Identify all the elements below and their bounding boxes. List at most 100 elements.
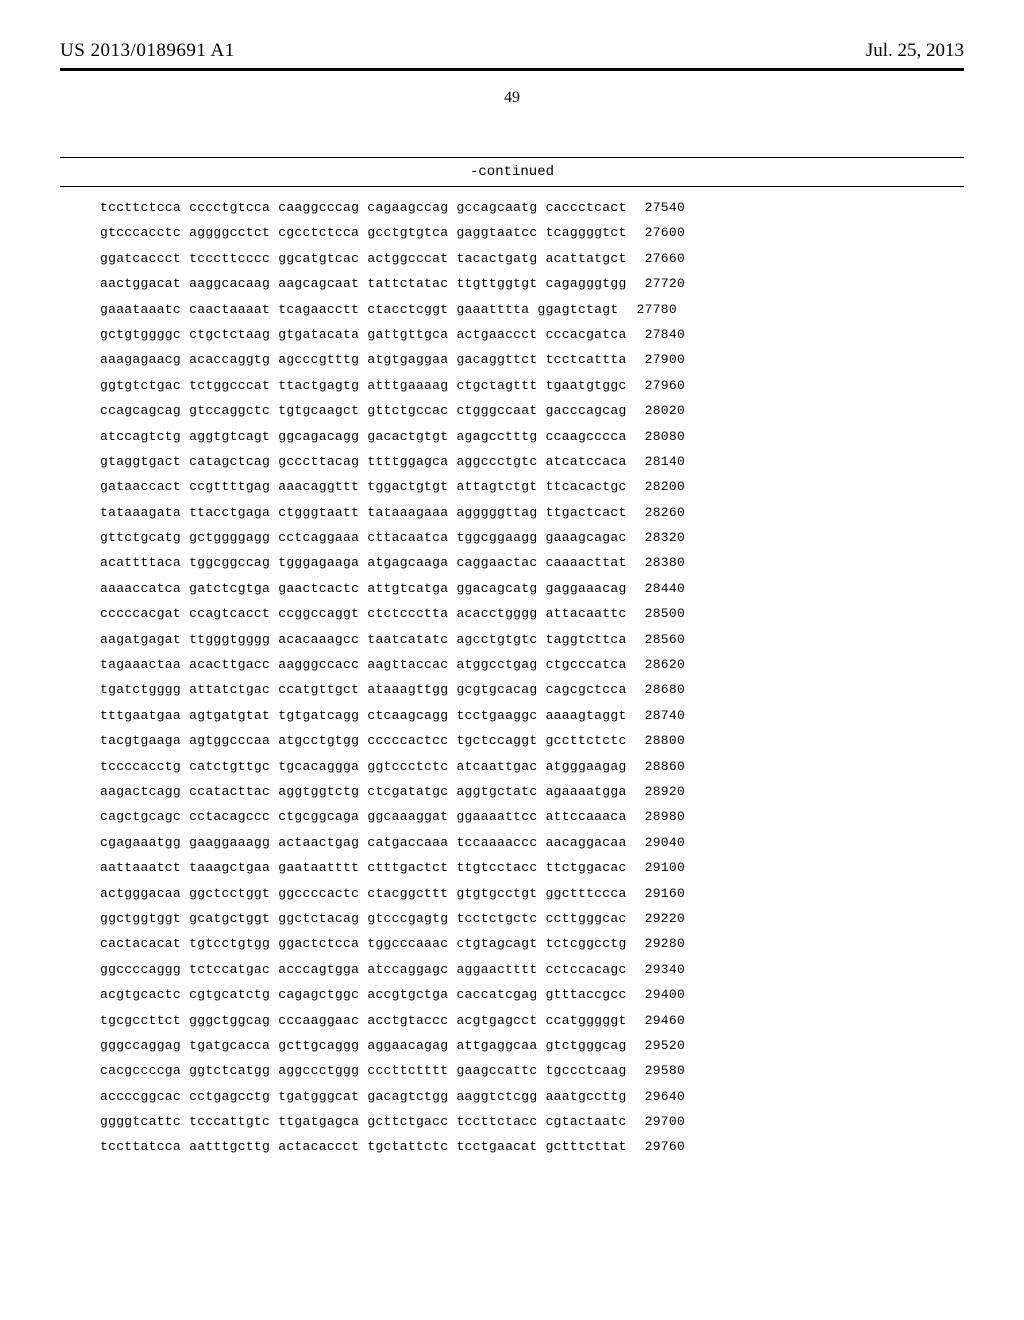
sequence-position: 29460 <box>645 1014 686 1027</box>
sequence-row: gataaccact ccgttttgag aaacaggttt tggactg… <box>100 480 964 493</box>
sequence-position: 27960 <box>645 379 686 392</box>
sequence-row: accccggcac cctgagcctg tgatgggcat gacagtc… <box>100 1090 964 1103</box>
sequence-groups: cagctgcagc cctacagccc ctgcggcaga ggcaaag… <box>100 810 627 823</box>
sequence-groups: cactacacat tgtcctgtgg ggactctcca tggccca… <box>100 937 627 950</box>
sequence-groups: tccttctcca cccctgtcca caaggcccag cagaagc… <box>100 201 627 214</box>
sequence-groups: tgcgccttct gggctggcag cccaaggaac acctgta… <box>100 1014 627 1027</box>
sequence-position: 28800 <box>645 734 686 747</box>
sequence-groups: gttctgcatg gctggggagg cctcaggaaa cttacaa… <box>100 531 627 544</box>
sequence-groups: tacgtgaaga agtggcccaa atgcctgtgg cccccac… <box>100 734 627 747</box>
sequence-groups: cgagaaatgg gaaggaaagg actaactgag catgacc… <box>100 836 627 849</box>
sequence-groups: aagatgagat ttgggtgggg acacaaagcc taatcat… <box>100 633 627 646</box>
sequence-groups: gataaccact ccgttttgag aaacaggttt tggactg… <box>100 480 627 493</box>
sequence-groups: aaaaccatca gatctcgtga gaactcactc attgtca… <box>100 582 627 595</box>
sequence-position: 28740 <box>645 709 686 722</box>
sequence-row: tacgtgaaga agtggcccaa atgcctgtgg cccccac… <box>100 734 964 747</box>
sequence-groups: ggggtcattc tcccattgtc ttgatgagca gcttctg… <box>100 1115 627 1128</box>
sequence-position: 28560 <box>645 633 686 646</box>
sequence-row: gtaggtgact catagctcag gcccttacag ttttgga… <box>100 455 964 468</box>
sequence-row: ggatcaccct tcccttcccc ggcatgtcac actggcc… <box>100 252 964 265</box>
publication-date: Jul. 25, 2013 <box>866 40 964 62</box>
sequence-position: 29640 <box>645 1090 686 1103</box>
sequence-position: 28620 <box>645 658 686 671</box>
sequence-groups: gtaggtgact catagctcag gcccttacag ttttgga… <box>100 455 627 468</box>
header-rule <box>60 68 964 71</box>
sequence-row: acattttaca tggcggccag tgggagaaga atgagca… <box>100 556 964 569</box>
sequence-position: 29220 <box>645 912 686 925</box>
sequence-groups: tagaaactaa acacttgacc aagggccacc aagttac… <box>100 658 627 671</box>
sequence-row: cgagaaatgg gaaggaaagg actaactgag catgacc… <box>100 836 964 849</box>
sequence-position: 28920 <box>645 785 686 798</box>
sequence-groups: gtcccacctc aggggcctct cgcctctcca gcctgtg… <box>100 226 627 239</box>
page-header: US 2013/0189691 A1 Jul. 25, 2013 <box>60 40 964 62</box>
sequence-position: 29520 <box>645 1039 686 1052</box>
sequence-groups: actgggacaa ggctcctggt ggccccactc ctacggc… <box>100 887 627 900</box>
sequence-position: 29700 <box>645 1115 686 1128</box>
sequence-groups: ggtgtctgac tctggcccat ttactgagtg atttgaa… <box>100 379 627 392</box>
sequence-row: aattaaatct taaagctgaa gaataatttt ctttgac… <box>100 861 964 874</box>
sequence-position: 29580 <box>645 1064 686 1077</box>
sequence-row: gttctgcatg gctggggagg cctcaggaaa cttacaa… <box>100 531 964 544</box>
sequence-position: 29040 <box>645 836 686 849</box>
sequence-row: actgggacaa ggctcctggt ggccccactc ctacggc… <box>100 887 964 900</box>
sequence-groups: acgtgcactc cgtgcatctg cagagctggc accgtgc… <box>100 988 627 1001</box>
sequence-listing: tccttctcca cccctgtcca caaggcccag cagaagc… <box>100 201 964 1153</box>
sequence-row: aactggacat aaggcacaag aagcagcaat tattcta… <box>100 277 964 290</box>
sequence-groups: accccggcac cctgagcctg tgatgggcat gacagtc… <box>100 1090 627 1103</box>
sequence-groups: gggccaggag tgatgcacca gcttgcaggg aggaaca… <box>100 1039 627 1052</box>
sequence-row: aagactcagg ccatacttac aggtggtctg ctcgata… <box>100 785 964 798</box>
sequence-row: ggccccaggg tctccatgac acccagtgga atccagg… <box>100 963 964 976</box>
sequence-groups: acattttaca tggcggccag tgggagaaga atgagca… <box>100 556 627 569</box>
sequence-groups: ccagcagcag gtccaggctc tgtgcaagct gttctgc… <box>100 404 627 417</box>
sequence-position: 29280 <box>645 937 686 950</box>
sequence-row: tagaaactaa acacttgacc aagggccacc aagttac… <box>100 658 964 671</box>
sequence-position: 28080 <box>645 430 686 443</box>
sequence-groups: tccccacctg catctgttgc tgcacaggga ggtccct… <box>100 760 627 773</box>
sequence-position: 28860 <box>645 760 686 773</box>
sequence-groups: cccccacgat ccagtcacct ccggccaggt ctctccc… <box>100 607 627 620</box>
sequence-position: 28260 <box>645 506 686 519</box>
sequence-position: 27540 <box>645 201 686 214</box>
sequence-row: gggccaggag tgatgcacca gcttgcaggg aggaaca… <box>100 1039 964 1052</box>
sequence-groups: tttgaatgaa agtgatgtat tgtgatcagg ctcaagc… <box>100 709 627 722</box>
sequence-position: 29400 <box>645 988 686 1001</box>
sequence-row: aaagagaacg acaccaggtg agcccgtttg atgtgag… <box>100 353 964 366</box>
sequence-groups: aattaaatct taaagctgaa gaataatttt ctttgac… <box>100 861 627 874</box>
sequence-groups: gaaataaatc caactaaaat tcagaacctt ctacctc… <box>100 303 618 316</box>
sequence-groups: gctgtggggc ctgctctaag gtgatacata gattgtt… <box>100 328 627 341</box>
sequence-row: tgatctgggg attatctgac ccatgttgct ataaagt… <box>100 683 964 696</box>
sequence-groups: aaagagaacg acaccaggtg agcccgtttg atgtgag… <box>100 353 627 366</box>
sequence-groups: ggccccaggg tctccatgac acccagtgga atccagg… <box>100 963 627 976</box>
sequence-position: 28380 <box>645 556 686 569</box>
sequence-position: 28680 <box>645 683 686 696</box>
sequence-groups: ggatcaccct tcccttcccc ggcatgtcac actggcc… <box>100 252 627 265</box>
sequence-row: tttgaatgaa agtgatgtat tgtgatcagg ctcaagc… <box>100 709 964 722</box>
publication-number: US 2013/0189691 A1 <box>60 40 235 62</box>
sequence-row: aaaaccatca gatctcgtga gaactcactc attgtca… <box>100 582 964 595</box>
sequence-position: 29760 <box>645 1140 686 1153</box>
sequence-groups: cacgccccga ggtctcatgg aggccctggg cccttct… <box>100 1064 627 1077</box>
sequence-position: 29340 <box>645 963 686 976</box>
sequence-position: 28200 <box>645 480 686 493</box>
sequence-row: ccagcagcag gtccaggctc tgtgcaagct gttctgc… <box>100 404 964 417</box>
sequence-row: atccagtctg aggtgtcagt ggcagacagg gacactg… <box>100 430 964 443</box>
sequence-position: 27780 <box>636 303 677 316</box>
sequence-position: 27600 <box>645 226 686 239</box>
sequence-groups: tgatctgggg attatctgac ccatgttgct ataaagt… <box>100 683 627 696</box>
sequence-row: acgtgcactc cgtgcatctg cagagctggc accgtgc… <box>100 988 964 1001</box>
sequence-row: tataaagata ttacctgaga ctgggtaatt tataaag… <box>100 506 964 519</box>
sequence-position: 28500 <box>645 607 686 620</box>
sequence-row: gctgtggggc ctgctctaag gtgatacata gattgtt… <box>100 328 964 341</box>
section-rule-top <box>60 157 964 158</box>
page-number: 49 <box>60 89 964 107</box>
sequence-position: 29100 <box>645 861 686 874</box>
sequence-row: ggggtcattc tcccattgtc ttgatgagca gcttctg… <box>100 1115 964 1128</box>
sequence-row: tgcgccttct gggctggcag cccaaggaac acctgta… <box>100 1014 964 1027</box>
sequence-groups: ggctggtggt gcatgctggt ggctctacag gtcccga… <box>100 912 627 925</box>
sequence-row: tccttctcca cccctgtcca caaggcccag cagaagc… <box>100 201 964 214</box>
sequence-row: aagatgagat ttgggtgggg acacaaagcc taatcat… <box>100 633 964 646</box>
sequence-position: 27840 <box>645 328 686 341</box>
sequence-row: cactacacat tgtcctgtgg ggactctcca tggccca… <box>100 937 964 950</box>
sequence-position: 28020 <box>645 404 686 417</box>
sequence-position: 28320 <box>645 531 686 544</box>
